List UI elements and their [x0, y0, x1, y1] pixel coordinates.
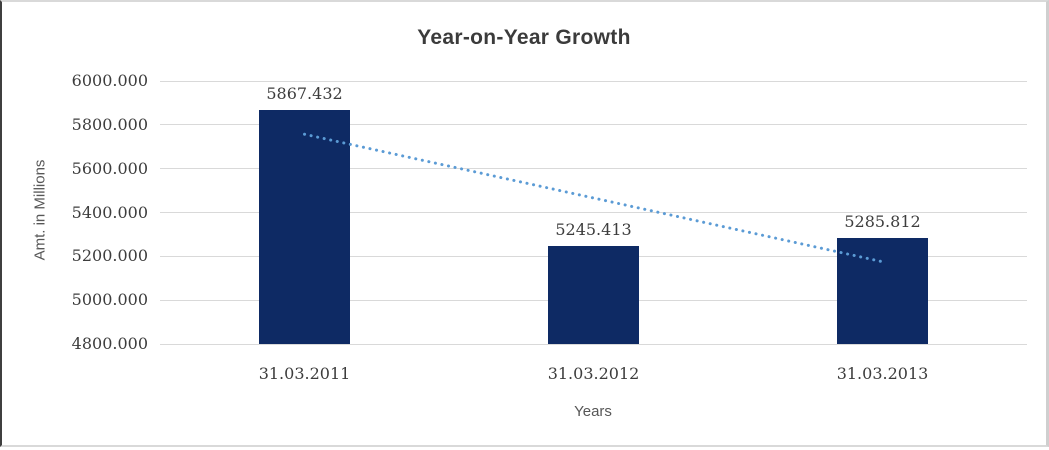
bar — [259, 110, 350, 344]
y-axis-tick-labels: 6000.000 5800.000 5600.000 5400.000 5200.000… — [2, 2, 148, 445]
y-tick-label: 6000.000 — [71, 71, 148, 90]
y-tick-label: 4800.000 — [71, 334, 148, 353]
y-tick-label: 5600.000 — [71, 158, 148, 178]
gridline — [160, 343, 1027, 345]
trendline — [303, 132, 884, 264]
x-axis-title: Years — [574, 403, 612, 420]
gridline — [160, 124, 1027, 126]
category-label: 31.03.2012 — [547, 364, 640, 383]
plot-area: 5867.432 5245.413 5285.812 — [160, 80, 1027, 345]
bar-value-label: 5285.812 — [844, 211, 921, 231]
bar — [548, 246, 639, 344]
y-tick-label: 5200.000 — [71, 246, 148, 266]
chart-title: Year-on-Year Growth — [417, 26, 631, 49]
bar-value-label: 5867.432 — [266, 84, 343, 104]
y-tick-label: 5000.000 — [71, 290, 148, 310]
gridline — [160, 212, 1027, 213]
gridline — [160, 168, 1027, 170]
bar-value-label: 5245.413 — [555, 220, 632, 240]
category-label: 31.03.2011 — [258, 364, 351, 383]
category-label: 31.03.2013 — [836, 364, 929, 383]
y-tick-label: 5800.000 — [71, 114, 148, 134]
bar — [837, 237, 928, 344]
gridline — [160, 80, 1027, 82]
y-tick-label: 5400.000 — [71, 202, 148, 222]
